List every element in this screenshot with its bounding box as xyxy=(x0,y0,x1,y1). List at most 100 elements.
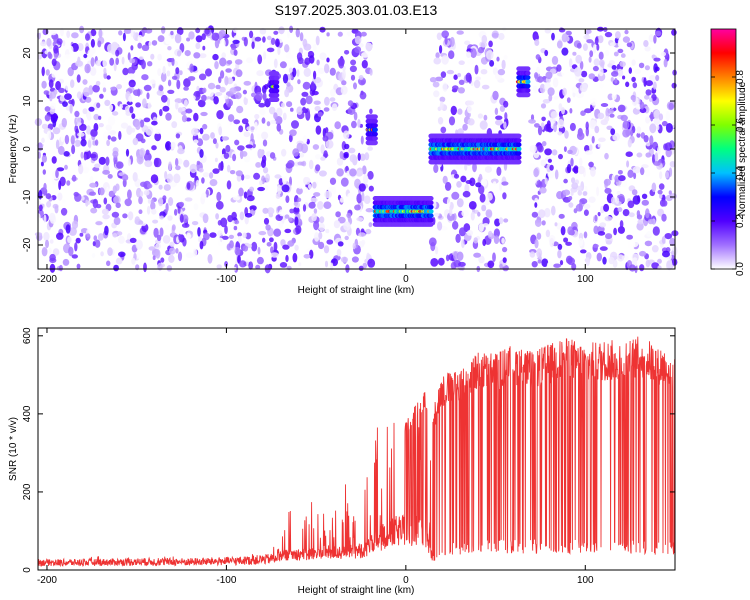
spectrogram-cell xyxy=(214,38,220,49)
spectrogram-cell xyxy=(314,77,322,84)
spectrogram-cell xyxy=(183,78,191,88)
spectrogram-cell xyxy=(567,226,573,236)
spectrogram-cell xyxy=(647,219,654,225)
spectrogram-cell xyxy=(107,247,113,256)
spectrogram-cell xyxy=(318,170,327,177)
spectrogram-cell xyxy=(562,189,571,196)
spectrogram-cell xyxy=(349,65,357,73)
spectrogram-cell xyxy=(588,161,594,168)
spectrogram-cell xyxy=(290,107,294,112)
spectrogram-cell xyxy=(470,261,474,269)
spectrogram-cell xyxy=(352,242,356,250)
spectrogram-cell xyxy=(225,68,232,73)
spectrogram-cell xyxy=(453,251,459,261)
spectrogram-cell xyxy=(482,238,487,247)
spectrogram-cell xyxy=(534,72,539,79)
spectrogram-cell xyxy=(279,61,287,69)
spectrogram-cell xyxy=(326,239,334,245)
spectrogram-cell xyxy=(350,74,356,81)
spectrogram-cell xyxy=(467,59,475,65)
spectrogram-cell xyxy=(344,143,350,150)
spectrogram-cell xyxy=(273,30,279,35)
snr-x-tick-label: -100 xyxy=(216,575,236,586)
spectrogram-cell xyxy=(74,139,82,147)
spectrogram-cell xyxy=(83,153,87,161)
spectrogram-cell xyxy=(324,63,330,74)
spectrogram-cell xyxy=(190,172,197,178)
spectrogram-cell xyxy=(129,237,137,243)
spectrogram-cell xyxy=(303,187,309,194)
spectrogram-cell xyxy=(315,164,321,172)
spectrogram-cell xyxy=(554,169,559,180)
spectrogram-cell xyxy=(571,182,579,190)
spectrogram-cell xyxy=(501,59,506,70)
spectrogram-cell xyxy=(456,181,462,188)
spectrogram-cell xyxy=(48,79,54,89)
spectrogram-cell xyxy=(464,183,470,193)
spectrogram-cell xyxy=(155,128,161,135)
spectrogram-cell xyxy=(59,56,66,63)
spectrogram-cell xyxy=(533,168,539,178)
spectrogram-cell xyxy=(432,81,440,88)
spectrogram-cell xyxy=(61,117,67,128)
spectrogram-cell xyxy=(611,65,617,70)
spectrogram-cell xyxy=(256,256,264,265)
spectrogram-cell xyxy=(78,164,84,175)
spectrogram-cell xyxy=(535,54,541,60)
spectrogram-cell xyxy=(657,146,661,155)
spectrogram-cell xyxy=(161,94,168,103)
spectrogram-cell xyxy=(645,142,651,147)
spectrogram-cell xyxy=(313,192,321,197)
spectrogram-cell xyxy=(437,117,444,125)
spectrogram-cell xyxy=(43,231,50,241)
spectrogram-cell xyxy=(446,197,451,208)
spectrogram-cell xyxy=(628,67,632,74)
spectrogram-cell xyxy=(323,245,330,254)
spectrogram-cell xyxy=(502,246,508,253)
spectrogram-cell xyxy=(238,125,244,133)
spectrogram-cell xyxy=(295,225,302,235)
spectrogram-cell xyxy=(223,152,230,159)
spectrogram-cell xyxy=(55,139,60,150)
spectrogram-cell xyxy=(201,33,206,41)
spectrogram-cell xyxy=(57,192,63,201)
spectrogram-cell xyxy=(76,91,82,99)
spectrogram-cell xyxy=(590,167,596,177)
spectrogram-cell xyxy=(243,36,248,47)
spectrogram-cell xyxy=(568,58,573,68)
spectrogram-cell xyxy=(491,30,499,39)
spectrogram-cell xyxy=(323,107,330,112)
spectrogram-cell xyxy=(624,29,629,35)
spectrogram-cell xyxy=(328,75,332,83)
spectrogram-cell xyxy=(644,65,651,71)
spectrogram-cell xyxy=(547,87,555,96)
spectrogram-cell xyxy=(337,216,346,224)
spectrogram-cell xyxy=(234,92,242,100)
spectrogram-cell xyxy=(40,41,47,47)
spectrogram-cell xyxy=(336,168,344,177)
spectrogram-cell xyxy=(298,262,302,267)
spectrogram-cell xyxy=(617,254,625,262)
spectrogram-cell xyxy=(296,69,300,77)
spectrogram-cell xyxy=(91,253,96,258)
spectrogram-cell xyxy=(456,30,464,35)
spectrogram-cell xyxy=(264,184,269,191)
spectrogram-cell xyxy=(137,88,141,97)
spectrogram-cell xyxy=(112,196,119,204)
spectrogram-cell xyxy=(541,141,547,147)
spectrogram-cell xyxy=(115,57,119,65)
spectrogram-cell xyxy=(155,243,162,250)
spectrogram-cell xyxy=(577,165,585,175)
spectrogram-cell xyxy=(82,166,90,174)
spectrogram-cell xyxy=(221,136,230,141)
spectrogram-cell xyxy=(102,169,110,175)
spectrogram-cell xyxy=(141,44,150,51)
spectrogram-cell xyxy=(60,207,68,216)
spectrogram-cell xyxy=(184,50,191,57)
spectrogram-cell xyxy=(480,69,488,75)
spectrogram-cell xyxy=(540,103,547,109)
spectrogram-cell xyxy=(336,157,344,166)
spectrogram-cell xyxy=(200,111,208,117)
spectrogram-cell xyxy=(265,224,271,231)
